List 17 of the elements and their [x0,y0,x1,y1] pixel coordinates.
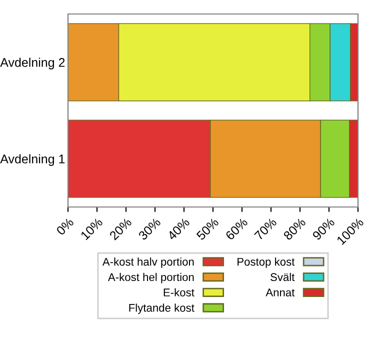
x-tick-label: 60% [224,217,248,240]
legend-label: A-kost hel portion [108,272,194,284]
x-tick-label: 90% [312,217,336,240]
legend-label: Annat [266,288,295,296]
y-tick-label: Avdelning 1 [0,154,65,166]
x-tick-label: 40% [166,217,190,241]
x-tick-label: 70% [254,217,278,240]
x-tick-label: 30% [138,217,162,241]
legend-label: Svält [270,272,295,282]
y-tick-label: Avdelning 2 [0,58,65,70]
x-tick-label: 50% [196,217,220,241]
x-tick-label: 80% [282,217,306,241]
x-tick-label: 0% [56,217,74,236]
legend-label: A-kost halv portion [102,258,194,268]
legend-label: E-kost [164,288,194,296]
legend-label: Postop kost [238,258,295,268]
legend-label: Flytande kost [129,304,194,314]
